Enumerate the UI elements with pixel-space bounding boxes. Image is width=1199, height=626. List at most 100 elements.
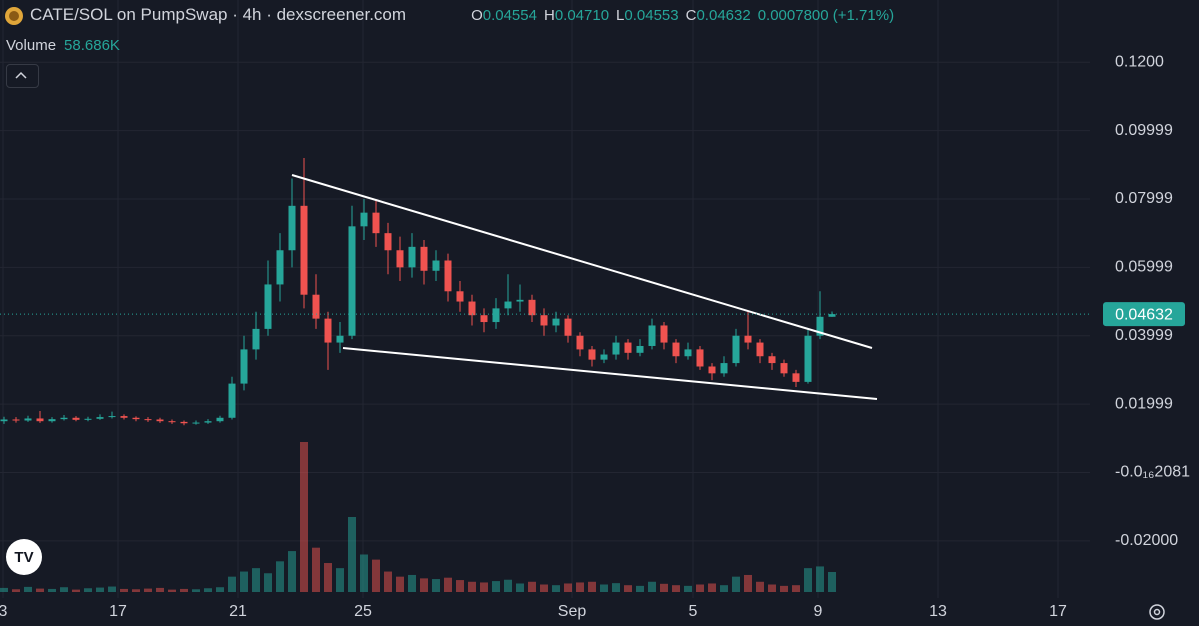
candle-body xyxy=(348,226,356,336)
y-tick-label: 0.09999 xyxy=(1115,122,1173,139)
volume-bar xyxy=(192,589,200,592)
volume-bar xyxy=(660,583,668,592)
volume-bar xyxy=(60,587,68,592)
volume-bar xyxy=(624,585,632,592)
x-tick-label: 21 xyxy=(229,603,247,620)
collapse-button[interactable] xyxy=(6,64,39,88)
volume-bar xyxy=(36,588,44,592)
trend-line-lower xyxy=(342,347,878,400)
volume-bar xyxy=(708,583,716,592)
candle-body xyxy=(468,301,476,316)
volume-bar xyxy=(648,581,656,592)
volume-legend: Volume 58.686K xyxy=(6,37,120,54)
chart-title: CATE/SOL on PumpSwap · 4h · dexscreener.… xyxy=(30,5,407,24)
candle-body xyxy=(96,417,104,419)
candle-body xyxy=(792,373,800,382)
candle-body xyxy=(696,349,704,367)
candle-body xyxy=(264,284,272,329)
volume-bar xyxy=(84,588,92,592)
token-logo-inner xyxy=(9,11,19,21)
candle-body xyxy=(660,325,668,343)
volume-bar xyxy=(12,589,20,592)
volume-bar xyxy=(252,568,260,592)
ohlc-key: L xyxy=(616,6,625,24)
candle-body xyxy=(564,318,572,336)
candle-body xyxy=(576,335,584,350)
volume-bar xyxy=(468,581,476,592)
candle-body xyxy=(828,314,836,317)
candle-body xyxy=(768,356,776,364)
volume-bar xyxy=(396,576,404,592)
volume-bar xyxy=(384,571,392,592)
tradingview-logo[interactable] xyxy=(6,539,42,575)
candle-body xyxy=(336,335,344,343)
candle-body xyxy=(312,294,320,319)
volume-bar xyxy=(144,588,152,592)
x-tick-label: 13 xyxy=(929,603,947,620)
volume-bar xyxy=(504,579,512,592)
candle-body xyxy=(204,421,212,423)
x-tick-label: 17 xyxy=(109,603,127,620)
candle-body xyxy=(0,419,8,422)
last-price-badge xyxy=(1103,302,1185,327)
candle-body xyxy=(60,417,68,420)
ohlc-key: O xyxy=(471,6,483,24)
candle-body xyxy=(708,366,716,374)
volume-bar xyxy=(684,585,692,592)
candle-body xyxy=(456,291,464,302)
last-price-label: 0.04632 xyxy=(1115,306,1173,323)
candle-body xyxy=(192,422,200,424)
volume-bar xyxy=(480,582,488,592)
ohlc-value: 0.04554 xyxy=(482,6,537,24)
volume-bar xyxy=(132,589,140,592)
candle-body xyxy=(600,354,608,360)
ohlc-key: C xyxy=(685,6,697,24)
volume-bar xyxy=(720,585,728,592)
volume-bar xyxy=(732,576,740,592)
volume-bar xyxy=(288,551,296,592)
candle-body xyxy=(612,342,620,355)
volume-bar xyxy=(276,561,284,592)
candle-body xyxy=(108,416,116,418)
candle-body xyxy=(396,250,404,268)
candle-body xyxy=(648,325,656,346)
volume-bar xyxy=(492,581,500,592)
volume-bar xyxy=(24,586,32,592)
volume-bar xyxy=(816,566,824,592)
ohlc-value: 0.04632 xyxy=(696,6,751,24)
volume-bar xyxy=(180,588,188,592)
candle-body xyxy=(276,250,284,285)
candle-body xyxy=(228,383,236,418)
candle-body xyxy=(480,315,488,323)
volume-bar xyxy=(792,585,800,592)
candle-body xyxy=(144,419,152,421)
x-tick-label: 9 xyxy=(814,603,823,620)
tradingview-logo-text: TV xyxy=(14,549,33,566)
candle-body xyxy=(24,418,32,421)
volume-bar xyxy=(600,584,608,592)
settings-icon-center xyxy=(1153,608,1161,616)
settings-icon[interactable] xyxy=(1149,604,1165,620)
volume-bar xyxy=(564,583,572,592)
candle-body xyxy=(588,349,596,360)
volume-bar xyxy=(828,571,836,592)
axes: 0.1200 0.09999 0.07999 0.05999 0.03999 0.0199… xyxy=(0,53,1190,620)
volume-bar xyxy=(156,587,164,592)
change-value: 0.0007800 (+1.71%) xyxy=(757,6,895,24)
candle-body xyxy=(180,421,188,424)
ohlc-legend: O0.04554 H0.04710 L0.04553 C0.04632 0.000780… xyxy=(464,7,894,24)
candle-body xyxy=(636,345,644,353)
candle-body xyxy=(120,416,128,418)
candle-body xyxy=(384,233,392,251)
volume-bar xyxy=(324,563,332,592)
candle-body xyxy=(216,417,224,422)
candle-body xyxy=(552,318,560,326)
candle-body xyxy=(372,212,380,234)
candle-body xyxy=(324,318,332,343)
candle-body xyxy=(528,299,536,316)
volume-bar xyxy=(804,568,812,592)
y-tick-label: 0.07999 xyxy=(1115,190,1173,207)
volume-bar xyxy=(540,584,548,592)
volume-bar xyxy=(432,579,440,592)
candle-body xyxy=(516,299,524,302)
